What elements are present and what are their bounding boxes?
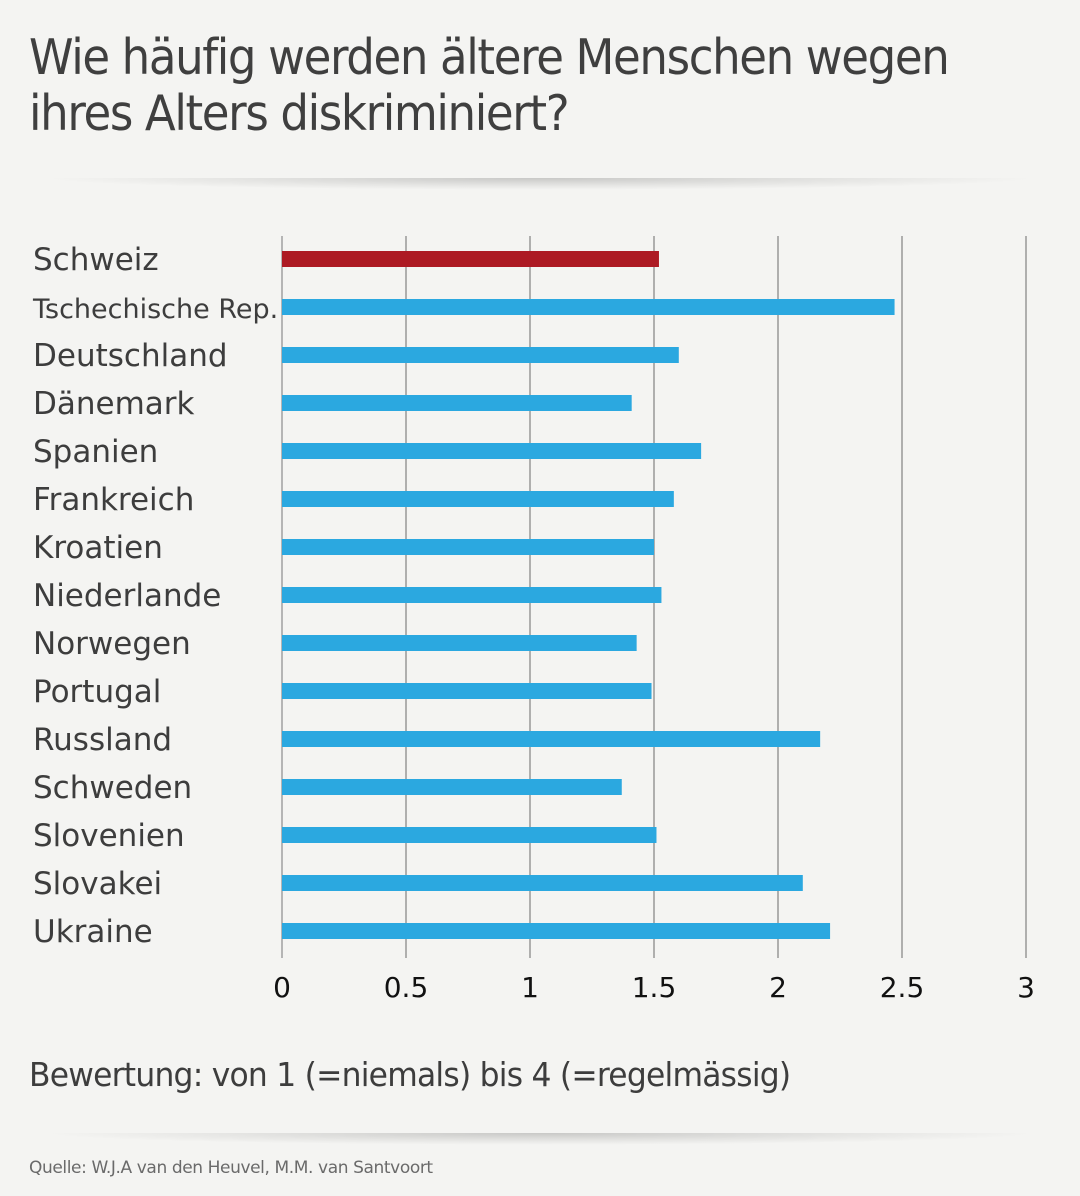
rating-note: Bewertung: von 1 (=niemals) bis 4 (=rege… bbox=[29, 1055, 791, 1094]
x-tick-label: 1 bbox=[521, 971, 539, 1004]
category-label: Russland bbox=[33, 722, 172, 758]
category-label: Deutschland bbox=[33, 338, 228, 374]
category-label: Schweden bbox=[33, 770, 192, 806]
bar-frankreich bbox=[282, 491, 674, 507]
x-tick-label: 0.5 bbox=[384, 971, 429, 1004]
footer-divider bbox=[40, 1133, 1040, 1145]
x-tick-label: 2 bbox=[769, 971, 787, 1004]
bar-niederlande bbox=[282, 587, 662, 603]
bar-spanien bbox=[282, 443, 702, 459]
bar-slovakei bbox=[282, 875, 803, 891]
category-label: Norwegen bbox=[33, 626, 191, 662]
category-label: Ukraine bbox=[33, 914, 153, 950]
bar-tschechische-rep- bbox=[282, 299, 895, 315]
bar-norwegen bbox=[282, 635, 637, 651]
bar-slovenien bbox=[282, 827, 657, 843]
category-label: Spanien bbox=[33, 434, 158, 470]
x-tick-label: 3 bbox=[1017, 971, 1035, 1004]
category-label: Slovakei bbox=[33, 866, 162, 902]
category-label: Portugal bbox=[33, 674, 161, 710]
bar-d-nemark bbox=[282, 395, 632, 411]
category-label: Tschechische Rep. bbox=[32, 294, 278, 325]
bar-portugal bbox=[282, 683, 652, 699]
category-label: Slovenien bbox=[33, 818, 185, 854]
bar-schweden bbox=[282, 779, 622, 795]
bar-chart: Schweiz Tschechische Rep. Deutschland Dänem… bbox=[32, 236, 1035, 1004]
category-label: Frankreich bbox=[33, 482, 194, 518]
bar-deutschland bbox=[282, 347, 679, 363]
category-label: Schweiz bbox=[33, 242, 159, 278]
bar-kroatien bbox=[282, 539, 654, 555]
source-credit: Quelle: W.J.A van den Heuvel, M.M. van S… bbox=[29, 1158, 433, 1178]
x-tick-label: 0 bbox=[273, 971, 291, 1004]
bars bbox=[282, 251, 895, 939]
bar-schweiz bbox=[282, 251, 659, 267]
category-labels: Schweiz Tschechische Rep. Deutschland Dänem… bbox=[32, 242, 278, 950]
bar-russland bbox=[282, 731, 821, 747]
bar-ukraine bbox=[282, 923, 831, 939]
category-label: Dänemark bbox=[33, 386, 195, 422]
x-tick-label: 2.5 bbox=[880, 971, 925, 1004]
title-divider bbox=[40, 178, 1040, 190]
chart-title: Wie häufig werden ältere Menschen wegen … bbox=[29, 29, 950, 142]
category-label: Niederlande bbox=[33, 578, 221, 614]
category-label: Kroatien bbox=[33, 530, 163, 566]
x-tick-label: 1.5 bbox=[632, 971, 677, 1004]
x-axis-ticks: 0 0.5 1 1.5 2 2.5 3 bbox=[273, 971, 1035, 1004]
